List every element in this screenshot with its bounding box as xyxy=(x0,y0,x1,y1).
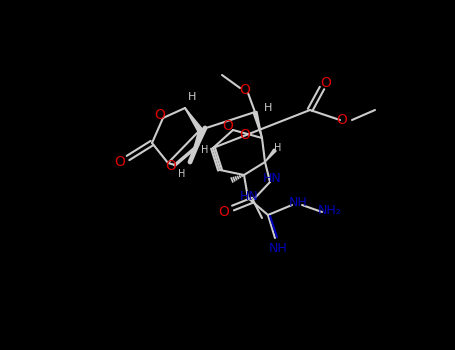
Text: HN: HN xyxy=(240,189,259,203)
Text: NH: NH xyxy=(268,241,288,254)
Text: O: O xyxy=(321,76,331,90)
Text: O: O xyxy=(222,119,233,133)
Text: O: O xyxy=(166,159,177,173)
Text: H: H xyxy=(264,103,272,113)
Text: NH: NH xyxy=(288,196,308,209)
Text: O: O xyxy=(240,128,250,142)
Text: NH₂: NH₂ xyxy=(318,203,342,217)
Text: O: O xyxy=(240,83,250,97)
Polygon shape xyxy=(185,108,202,131)
Text: O: O xyxy=(115,155,126,169)
Polygon shape xyxy=(265,149,276,162)
Text: H: H xyxy=(178,169,186,179)
Text: O: O xyxy=(218,205,229,219)
Text: O: O xyxy=(155,108,166,122)
Text: H: H xyxy=(274,143,282,153)
Text: H: H xyxy=(188,92,196,102)
Text: H: H xyxy=(201,145,209,155)
Text: O: O xyxy=(337,113,348,127)
Text: HN: HN xyxy=(263,173,282,186)
Polygon shape xyxy=(253,112,262,138)
